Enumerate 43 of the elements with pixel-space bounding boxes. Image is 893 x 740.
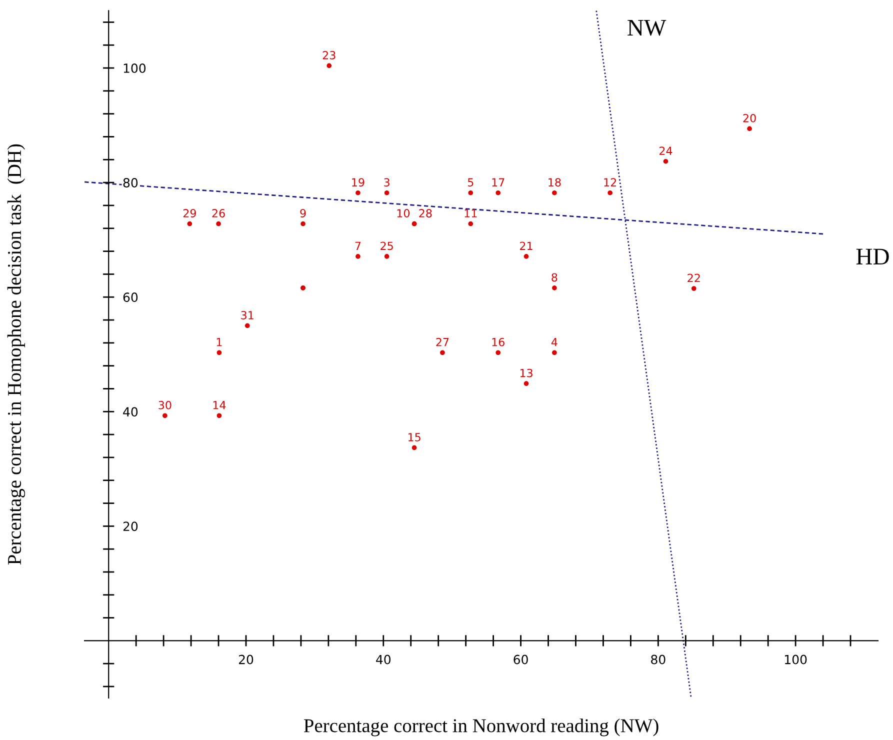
annotation: 19 xyxy=(352,178,364,187)
x-tick-label: 60 xyxy=(514,654,528,664)
x-tick-label: 40 xyxy=(376,654,391,664)
x-tick-label: 80 xyxy=(651,654,666,664)
y-tick-label: 20 xyxy=(123,522,138,532)
annotation: 5 xyxy=(468,178,474,187)
annotation: 1 xyxy=(216,338,222,346)
annotation: 18 xyxy=(548,178,561,187)
annotation: 4 xyxy=(551,338,558,346)
annotation: 11 xyxy=(464,209,477,218)
annotation: 23 xyxy=(322,50,336,60)
series-label: HD xyxy=(856,248,889,264)
y-tick-label: 80 xyxy=(123,178,138,188)
annotation: 10 xyxy=(397,209,410,218)
annotation: 8 xyxy=(552,273,558,282)
annotation: 30 xyxy=(158,400,172,410)
annotation: 12 xyxy=(604,178,616,186)
annotation: 13 xyxy=(520,368,532,378)
x-tick-label: 20 xyxy=(238,654,254,664)
y-tick-label: 100 xyxy=(124,63,146,73)
annotation: 16 xyxy=(492,338,504,346)
annotation: 14 xyxy=(213,401,226,410)
annotation: 31 xyxy=(241,310,254,320)
annotation: 26 xyxy=(212,209,225,218)
annotation: 25 xyxy=(380,242,393,250)
series-label: NW xyxy=(628,20,666,36)
annotation: 20 xyxy=(743,114,756,122)
y-tick-label: 40 xyxy=(123,407,138,417)
annotation: 17 xyxy=(492,178,504,186)
annotation: 3 xyxy=(384,178,390,187)
x-axis-title: Percentage correct in Nonword reading (NW) xyxy=(304,718,658,736)
annotation: 9 xyxy=(300,209,306,218)
annotation: 29 xyxy=(183,209,196,218)
y-axis-title: Percentage correct in Homophone decision task (DH) xyxy=(7,144,26,565)
x-tick-label: 100 xyxy=(785,654,807,664)
annotation: 22 xyxy=(688,274,700,282)
annotation: 21 xyxy=(520,242,532,250)
annotation: 15 xyxy=(408,433,420,442)
annotation: 24 xyxy=(659,146,672,155)
annotation: 28 xyxy=(419,209,432,218)
annotation: 27 xyxy=(436,338,449,346)
annotation: 7 xyxy=(355,242,361,250)
y-tick-label: 60 xyxy=(123,292,138,302)
